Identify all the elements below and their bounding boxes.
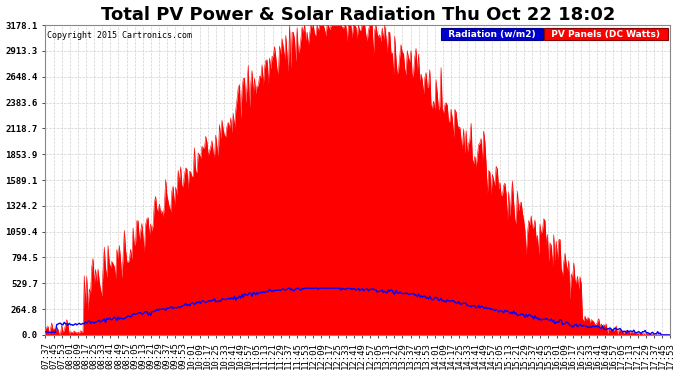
Text: Radiation (w/m2): Radiation (w/m2) [442, 30, 542, 39]
Title: Total PV Power & Solar Radiation Thu Oct 22 18:02: Total PV Power & Solar Radiation Thu Oct… [101, 6, 615, 24]
Text: PV Panels (DC Watts): PV Panels (DC Watts) [545, 30, 667, 39]
Text: Copyright 2015 Cartronics.com: Copyright 2015 Cartronics.com [47, 31, 192, 40]
